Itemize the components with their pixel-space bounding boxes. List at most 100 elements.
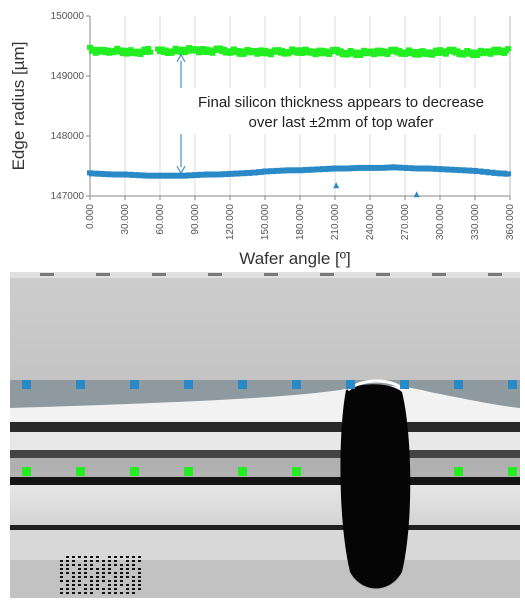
pit	[126, 588, 129, 590]
ruler-tick	[264, 273, 278, 276]
data-point	[440, 48, 447, 54]
data-point	[368, 48, 375, 54]
pit	[132, 588, 135, 590]
pit	[138, 568, 141, 570]
pit	[66, 584, 69, 586]
data-point	[495, 46, 502, 52]
x-tick-label: 360.000	[505, 204, 516, 241]
pit	[126, 568, 129, 570]
data-point	[147, 49, 154, 55]
data-point	[217, 45, 224, 51]
pit	[114, 592, 117, 594]
pit	[96, 588, 99, 590]
x-tick-label: 180.000	[295, 204, 306, 241]
data-point	[472, 49, 478, 55]
pit	[90, 592, 93, 594]
data-point	[341, 50, 348, 55]
data-point	[143, 49, 150, 55]
data-point	[318, 51, 325, 57]
pit	[78, 572, 81, 574]
pit	[120, 556, 123, 558]
pit	[114, 580, 117, 582]
pit	[66, 580, 69, 582]
data-point	[289, 46, 296, 52]
data-point	[106, 50, 113, 56]
green-marker	[22, 467, 31, 476]
pit	[66, 588, 69, 590]
pit	[132, 580, 135, 582]
pit-pattern	[60, 556, 141, 594]
data-point	[337, 48, 344, 54]
pit	[102, 588, 105, 590]
data-point	[320, 47, 327, 53]
x-axis-title: Wafer angle [º]	[239, 249, 350, 268]
data-point	[316, 47, 323, 53]
data-point	[96, 46, 103, 52]
data-point	[464, 48, 471, 53]
pit	[90, 560, 93, 562]
data-point	[302, 46, 309, 52]
edge-radius-chart: 0.000 30.000 60.000 90.000 120.000 150.000 180…	[9, 11, 516, 268]
blue-marker	[454, 380, 463, 389]
pit	[72, 588, 75, 590]
data-point	[359, 50, 366, 56]
pit	[78, 568, 81, 570]
data-point	[363, 51, 370, 57]
pit	[90, 568, 93, 570]
pit	[114, 572, 117, 574]
data-point	[433, 47, 440, 53]
pit	[78, 584, 81, 586]
data-point	[211, 48, 218, 54]
data-point	[386, 49, 393, 55]
data-point	[221, 46, 228, 52]
pit	[126, 584, 129, 586]
pit	[72, 564, 75, 566]
pit	[66, 592, 69, 594]
pit	[120, 592, 123, 594]
data-point	[454, 48, 461, 54]
green-markers	[22, 467, 517, 476]
pit	[72, 556, 75, 558]
ruler-tick	[488, 273, 502, 276]
pit	[78, 556, 81, 558]
pit	[102, 560, 105, 562]
data-point	[405, 47, 412, 53]
data-point	[118, 47, 125, 53]
y-tick-label: 149000	[51, 71, 85, 82]
data-point	[326, 52, 333, 57]
pit	[132, 568, 135, 570]
data-point	[90, 46, 97, 52]
outlier-point	[333, 182, 340, 189]
data-point	[473, 53, 480, 58]
y-tick-label: 147000	[51, 191, 85, 202]
data-point	[205, 50, 212, 55]
data-point	[357, 53, 364, 58]
arrow-head-top	[176, 53, 186, 63]
data-point	[133, 51, 140, 57]
pit	[96, 568, 99, 570]
data-point	[351, 49, 358, 55]
data-point	[413, 49, 420, 54]
pit	[114, 556, 117, 558]
ruler-tick	[40, 273, 54, 276]
pit	[84, 592, 87, 594]
pit	[132, 560, 135, 562]
pit	[96, 560, 99, 562]
pit	[138, 580, 141, 582]
pit	[120, 564, 123, 566]
substrate-bottom	[10, 560, 520, 598]
data-point	[172, 45, 179, 51]
blue-marker	[292, 380, 301, 389]
y-tick-labels: 147000 148000 149000 150000	[51, 11, 85, 202]
data-point	[493, 50, 500, 56]
blue-marker	[184, 380, 193, 389]
blue-markers	[22, 380, 517, 389]
data-point	[131, 48, 138, 54]
pit	[60, 560, 63, 562]
ruler-tick	[152, 273, 166, 276]
data-point	[199, 46, 206, 51]
data-point	[392, 46, 399, 52]
data-point	[458, 50, 465, 55]
data-point	[98, 49, 105, 55]
data-point	[293, 47, 300, 53]
